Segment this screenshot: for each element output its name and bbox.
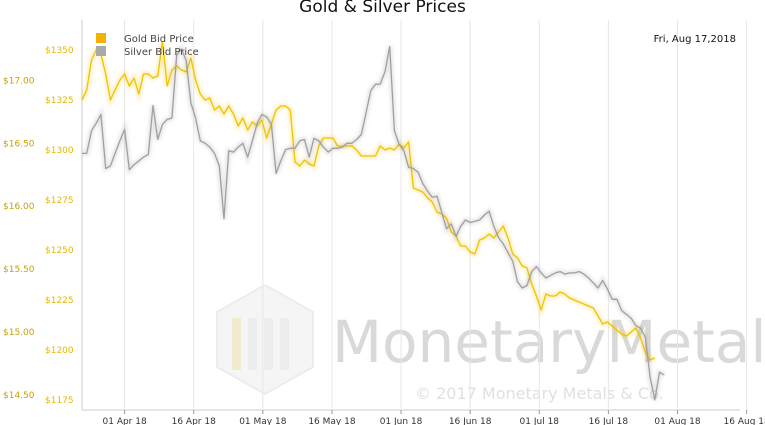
x-tick-label: 01 Jul 18	[520, 417, 560, 425]
y-tick-label-gold: $1275	[45, 196, 74, 206]
series-group	[79, 41, 666, 401]
gridlines	[124, 20, 748, 410]
watermark: MonetaryMetals © 2017 Monetary Metals & …	[216, 283, 765, 403]
x-tick-label: 16 Aug 18	[724, 417, 765, 425]
x-tick-label: 16 Jun 18	[449, 417, 492, 425]
y-tick-label-gold: $1225	[45, 296, 74, 306]
y-tick-label-silver: $16.00	[3, 202, 35, 212]
legend[interactable]: Gold Bid Price Silver Bid Price	[96, 33, 199, 58]
x-tick-label: 16 Apr 18	[172, 417, 216, 425]
y-tick-label-silver: $16.50	[3, 139, 35, 149]
date-label: Fri, Aug 17,2018	[654, 34, 736, 45]
legend-swatch-silver	[96, 46, 106, 56]
y-tick-label-gold: $1300	[45, 146, 74, 156]
watermark-brand: MonetaryMetals	[332, 308, 765, 376]
legend-label-silver[interactable]: Silver Bid Price	[124, 47, 199, 58]
y-tick-label-silver: $17.00	[3, 76, 35, 86]
x-tick-label: 16 May 18	[308, 417, 356, 425]
y-tick-label-gold: $1250	[45, 246, 74, 256]
y-tick-label-silver: $15.00	[3, 328, 35, 338]
watermark-logo-icon	[216, 283, 314, 396]
y-tick-label-gold: $1325	[45, 96, 74, 106]
chart-title: Gold & Silver Prices	[299, 0, 466, 17]
y-tick-label-silver: $15.50	[3, 265, 35, 275]
y-tick-label-gold: $1200	[45, 346, 74, 356]
legend-swatch-gold	[96, 33, 106, 43]
y-tick-label-gold: $1350	[45, 46, 74, 56]
y-tick-label-gold: $1175	[45, 396, 74, 406]
legend-label-gold[interactable]: Gold Bid Price	[124, 34, 194, 45]
x-axis-ticks: 01 Apr 18 16 Apr 18 01 May 18 16 May 18 01 J…	[103, 410, 765, 425]
y-axis-ticks: $1350 $1325 $1300 $1275 $1250 $1225 $1200 $1175…	[3, 46, 74, 406]
x-tick-label: 01 Apr 18	[103, 417, 147, 425]
x-tick-label: 16 Jul 18	[589, 417, 629, 425]
x-tick-label: 01 Aug 18	[654, 417, 700, 425]
y-tick-label-silver: $14.50	[3, 391, 35, 401]
x-tick-label: 01 Jun 18	[380, 417, 423, 425]
series-line-silver[interactable]	[82, 45, 665, 401]
x-tick-label: 01 May 18	[239, 417, 287, 425]
